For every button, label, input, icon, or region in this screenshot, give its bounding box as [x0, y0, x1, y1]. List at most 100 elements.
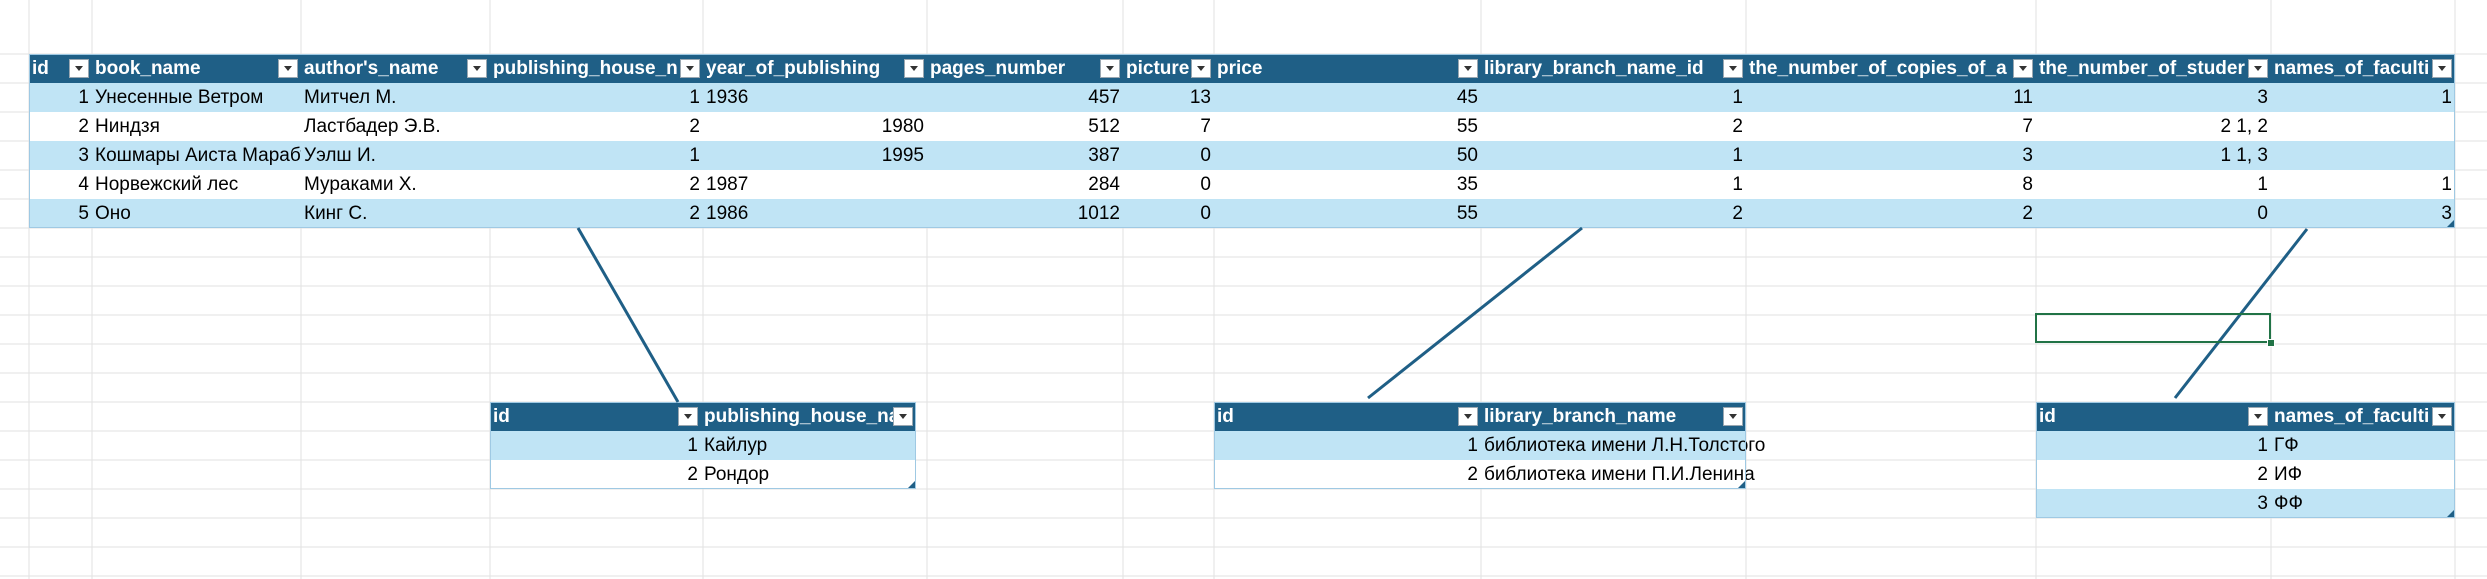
books-cell[interactable]: 1 1, 3: [2220, 145, 2268, 166]
filter-dropdown-icon[interactable]: [1458, 59, 1478, 78]
filter-dropdown-icon[interactable]: [1458, 407, 1478, 426]
books-cell[interactable]: 7: [1200, 116, 1211, 137]
books-cell[interactable]: [2271, 141, 2455, 170]
books-cell[interactable]: 1986: [706, 203, 749, 224]
books-cell[interactable]: 1: [689, 87, 700, 108]
faculties-table-row[interactable]: 2 ИФ: [2036, 460, 2455, 489]
books-cell[interactable]: 2: [1732, 203, 1743, 224]
filter-dropdown-icon[interactable]: [2432, 59, 2452, 78]
filter-dropdown-icon[interactable]: [69, 59, 89, 78]
books-header-cell[interactable]: the_number_of_studer: [2039, 58, 2245, 79]
books-table-row[interactable]: 2 Ниндзя Ластбадер Э.В. 2 1980 512 7 55 2 7 2 1, 2: [29, 112, 2455, 141]
filter-dropdown-icon[interactable]: [1723, 59, 1743, 78]
books-cell[interactable]: 2: [689, 174, 700, 195]
books-cell[interactable]: 2: [689, 116, 700, 137]
filter-dropdown-icon[interactable]: [2432, 407, 2452, 426]
books-cell[interactable]: Кинг С.: [304, 203, 368, 224]
books-cell[interactable]: 1980: [881, 116, 924, 137]
publishers-table-row[interactable]: 2 Рондор: [490, 460, 916, 489]
books-cell[interactable]: 3: [2022, 145, 2033, 166]
filter-dropdown-icon[interactable]: [678, 407, 698, 426]
filter-dropdown-icon[interactable]: [1723, 407, 1743, 426]
books-cell[interactable]: 55: [1456, 116, 1478, 137]
publishers-table-row[interactable]: 1 Кайлур: [490, 431, 916, 460]
books-header-cell[interactable]: author's_name: [304, 58, 439, 79]
books-cell[interactable]: 0: [1200, 174, 1211, 195]
books-cell[interactable]: 3: [78, 145, 89, 166]
books-cell[interactable]: 55: [1456, 203, 1478, 224]
table-resize-handle-icon[interactable]: [1738, 481, 1745, 488]
filter-dropdown-icon[interactable]: [278, 59, 298, 78]
books-table-row[interactable]: 4 Норвежский лес Мураками Х. 2 1987 284 0 35 1 8 1…: [29, 170, 2455, 199]
books-cell[interactable]: 45: [1456, 87, 1478, 108]
books-header-cell[interactable]: library_branch_name_id: [1484, 58, 1704, 79]
branches-cell[interactable]: 2: [1467, 464, 1478, 485]
books-cell[interactable]: 1012: [1077, 203, 1120, 224]
books-cell[interactable]: 1: [1732, 87, 1743, 108]
books-cell[interactable]: 1: [2441, 87, 2452, 108]
books-cell[interactable]: 50: [1456, 145, 1478, 166]
books-cell[interactable]: 0: [1200, 145, 1211, 166]
branches-table-row[interactable]: 1 библиотека имени Л.Н.Толстого: [1214, 431, 1765, 460]
books-header-cell[interactable]: id: [32, 58, 49, 79]
books-cell[interactable]: Ниндзя: [95, 116, 160, 137]
faculties-cell[interactable]: 1: [2257, 435, 2268, 456]
books-cell[interactable]: 1: [1732, 174, 1743, 195]
books-table-row[interactable]: 5 Оно Кинг С. 2 1986 1012 0 55 2 2 0 3: [29, 199, 2455, 228]
books-cell[interactable]: [2271, 112, 2455, 141]
books-cell[interactable]: 8: [2022, 174, 2033, 195]
books-header-cell[interactable]: price: [1217, 58, 1263, 79]
books-cell[interactable]: 2: [689, 203, 700, 224]
books-cell[interactable]: 387: [1088, 145, 1120, 166]
faculties-table-row[interactable]: 3 ФФ: [2036, 489, 2455, 518]
books-cell[interactable]: 4: [78, 174, 89, 195]
books-cell[interactable]: 284: [1088, 174, 1120, 195]
table-resize-handle-icon[interactable]: [2447, 510, 2454, 517]
books-cell[interactable]: 2: [78, 116, 89, 137]
faculties-cell[interactable]: ИФ: [2274, 464, 2303, 485]
books-cell[interactable]: Оно: [95, 203, 131, 224]
branches-cell[interactable]: 1: [1467, 435, 1478, 456]
filter-dropdown-icon[interactable]: [2248, 407, 2268, 426]
books-header-cell[interactable]: year_of_publishing: [706, 58, 881, 79]
faculties-cell[interactable]: ФФ: [2274, 493, 2303, 514]
books-cell[interactable]: Норвежский лес: [95, 174, 239, 195]
books-cell[interactable]: 13: [1189, 87, 1211, 108]
books-cell[interactable]: 457: [1088, 87, 1120, 108]
books-cell[interactable]: Мураками Х.: [304, 174, 417, 195]
books-header-cell[interactable]: picture: [1126, 58, 1190, 79]
books-cell[interactable]: 1: [78, 87, 89, 108]
books-cell[interactable]: 1: [689, 145, 700, 166]
books-cell[interactable]: 1987: [706, 174, 749, 195]
publishers-cell[interactable]: 1: [687, 435, 698, 456]
books-table-row[interactable]: 3 Кошмары Аиста Марабу Уэлш И. 1 1995 387 0 50 1…: [29, 141, 2455, 170]
books-cell[interactable]: Кошмары Аиста Марабу: [95, 145, 301, 166]
faculties-cell[interactable]: 2: [2257, 464, 2268, 485]
filter-dropdown-icon[interactable]: [2013, 59, 2033, 78]
books-cell[interactable]: 1936: [706, 87, 749, 108]
books-cell[interactable]: Митчел М.: [304, 87, 397, 108]
books-cell[interactable]: 512: [1088, 116, 1120, 137]
faculties-table-row[interactable]: 1 ГФ: [2036, 431, 2455, 460]
branches-header-cell[interactable]: library_branch_name: [1484, 406, 1677, 427]
books-cell[interactable]: 1: [2257, 174, 2268, 195]
publishers-header-cell[interactable]: id: [493, 406, 510, 427]
books-cell[interactable]: Унесенные Ветром: [95, 87, 264, 108]
books-header-cell[interactable]: book_name: [95, 58, 201, 79]
publishers-header-cell[interactable]: publishing_house_na: [704, 406, 900, 427]
books-header-cell[interactable]: publishing_house_n: [493, 58, 678, 79]
books-header-cell[interactable]: names_of_faculti: [2274, 58, 2430, 79]
books-cell[interactable]: 5: [78, 203, 89, 224]
filter-dropdown-icon[interactable]: [467, 59, 487, 78]
branches-table-row[interactable]: 2 библиотека имени П.И.Ленина: [1214, 460, 1755, 489]
publishers-cell[interactable]: Рондор: [704, 464, 770, 485]
branches-cell[interactable]: библиотека имени П.И.Ленина: [1484, 464, 1755, 485]
filter-dropdown-icon[interactable]: [2248, 59, 2268, 78]
table-resize-handle-icon[interactable]: [2447, 220, 2454, 227]
books-cell[interactable]: 3: [2441, 203, 2452, 224]
fill-handle[interactable]: [2267, 339, 2275, 347]
branches-header-cell[interactable]: id: [1217, 406, 1234, 427]
selected-cell[interactable]: [2035, 313, 2271, 343]
books-cell[interactable]: 0: [1200, 203, 1211, 224]
books-cell[interactable]: 3: [2257, 87, 2268, 108]
